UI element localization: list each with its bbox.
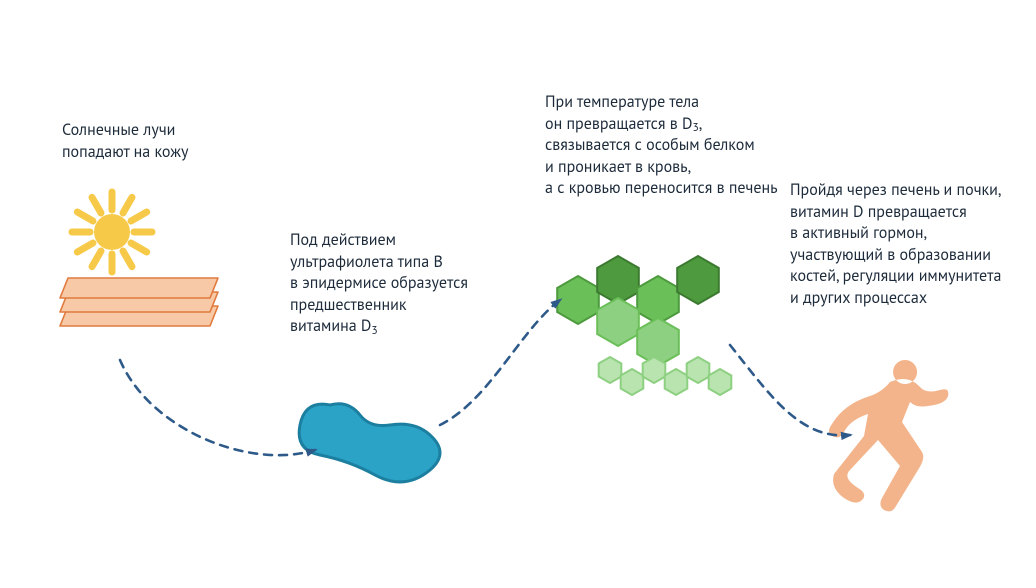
step1-caption: Солнечные лучипопадают на кожу [62,120,282,163]
step2-icon [299,404,440,482]
step2-caption: Под действиемультрафиолета типа Bв эпиде… [290,230,530,338]
step4-caption: Пройдя через печень и почки,витамин D пр… [790,180,1030,310]
step1-icon [60,192,218,326]
step3-caption: При температуре телаон превращается в D3… [545,92,825,200]
flow-arrow-1 [120,360,315,455]
diagram-stage: Солнечные лучипопадают на кожу Под действ… [0,0,1036,588]
flow-arrow-3 [730,345,850,435]
step3-icon [557,256,731,395]
